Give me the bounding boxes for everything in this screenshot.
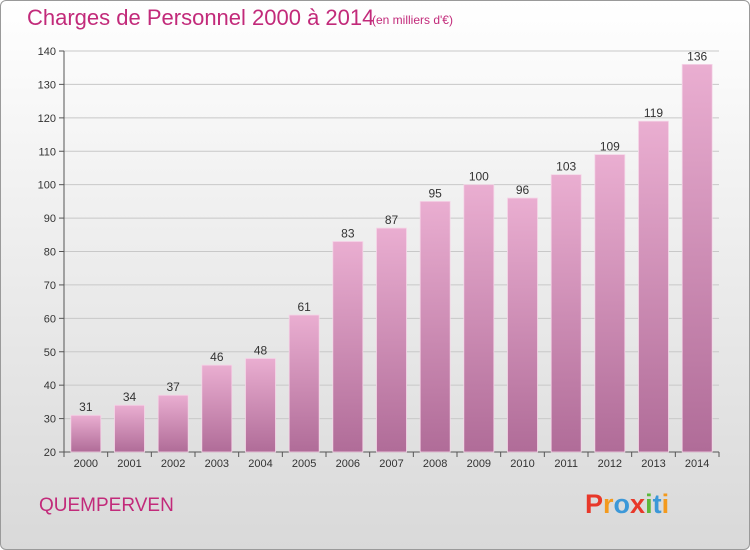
x-tick-label-2007: 2007 bbox=[379, 458, 403, 470]
bar-2014 bbox=[681, 63, 713, 453]
y-tick-label: 70 bbox=[44, 280, 56, 292]
value-label-2012: 109 bbox=[600, 140, 620, 154]
bar-2013 bbox=[638, 120, 669, 453]
y-tick-label: 80 bbox=[44, 247, 56, 259]
bars bbox=[70, 63, 713, 453]
chart-subtitle: (en milliers d'€) bbox=[372, 13, 453, 27]
value-label-2000: 31 bbox=[79, 400, 93, 414]
y-tick-label: 60 bbox=[44, 313, 56, 325]
value-label-2013: 119 bbox=[644, 106, 663, 120]
value-label-2008: 95 bbox=[428, 186, 442, 200]
x-tick-label-2000: 2000 bbox=[74, 458, 98, 470]
bar-2001 bbox=[114, 404, 145, 453]
y-tick-label: 110 bbox=[38, 146, 56, 158]
bar-2007 bbox=[376, 227, 407, 453]
value-label-2011: 103 bbox=[556, 160, 576, 174]
value-label-2007: 87 bbox=[385, 213, 399, 227]
logo-letter: x bbox=[630, 489, 646, 519]
commune-name: QUEMPERVEN bbox=[39, 495, 174, 516]
y-tick-label: 50 bbox=[44, 347, 56, 359]
value-label-2009: 100 bbox=[469, 170, 489, 184]
y-tick-label: 140 bbox=[38, 46, 56, 58]
y-tick-label: 100 bbox=[38, 180, 56, 192]
value-label-2010: 96 bbox=[516, 183, 530, 197]
labels: 20 30 40 50 60 70 80 90 100 110 120 130 140 31 2000 34 2… bbox=[38, 46, 710, 470]
x-tick-label-2013: 2013 bbox=[641, 458, 665, 470]
value-label-2004: 48 bbox=[254, 343, 268, 357]
x-tick-label-2014: 2014 bbox=[685, 458, 709, 470]
bar-2010 bbox=[507, 197, 538, 453]
x-tick-label-2004: 2004 bbox=[248, 458, 272, 470]
bar-2006 bbox=[332, 241, 364, 453]
bar-2009 bbox=[463, 184, 495, 453]
y-tick-label: 130 bbox=[38, 79, 56, 91]
y-tick-label: 30 bbox=[44, 414, 56, 426]
logo-letter: i bbox=[645, 489, 653, 519]
logo-letter: r bbox=[603, 489, 614, 519]
x-tick-label-2001: 2001 bbox=[117, 458, 141, 470]
x-tick-label-2011: 2011 bbox=[554, 458, 578, 470]
x-tick-label-2012: 2012 bbox=[598, 458, 622, 470]
logo-letter: P bbox=[585, 489, 604, 519]
x-tick-label-2005: 2005 bbox=[292, 458, 316, 470]
value-label-2014: 136 bbox=[687, 49, 707, 63]
x-tick-label-2009: 2009 bbox=[467, 458, 491, 470]
y-tick-label: 40 bbox=[44, 380, 56, 392]
logo-letter: t bbox=[652, 489, 662, 519]
value-label-2006: 83 bbox=[341, 226, 355, 240]
bar-2000 bbox=[70, 414, 102, 453]
value-label-2003: 46 bbox=[210, 350, 224, 364]
y-tick-label: 120 bbox=[38, 113, 56, 125]
x-tick-label-2002: 2002 bbox=[161, 458, 185, 470]
logo-letter: o bbox=[613, 489, 631, 519]
bar-2005 bbox=[288, 314, 320, 453]
bar-2003 bbox=[201, 364, 233, 453]
x-tick-label-2010: 2010 bbox=[510, 458, 534, 470]
value-label-2001: 34 bbox=[123, 390, 137, 404]
bar-2012 bbox=[594, 154, 626, 453]
logo-letter: i bbox=[661, 489, 670, 519]
chart-title: Charges de Personnel 2000 à 2014 bbox=[27, 5, 375, 30]
value-label-2005: 61 bbox=[297, 300, 311, 314]
value-label-2002: 37 bbox=[166, 380, 180, 394]
y-tick-label: 20 bbox=[44, 447, 56, 459]
x-tick-label-2006: 2006 bbox=[336, 458, 360, 470]
proxiti-logo[interactable]: Proxiti bbox=[585, 489, 669, 520]
bar-2011 bbox=[550, 174, 582, 453]
y-tick-label: 90 bbox=[44, 213, 56, 225]
bar-2008 bbox=[419, 200, 451, 453]
x-tick-label-2003: 2003 bbox=[205, 458, 229, 470]
bar-2002 bbox=[157, 394, 189, 453]
bar-2004 bbox=[245, 358, 276, 453]
x-tick-label-2008: 2008 bbox=[423, 458, 447, 470]
